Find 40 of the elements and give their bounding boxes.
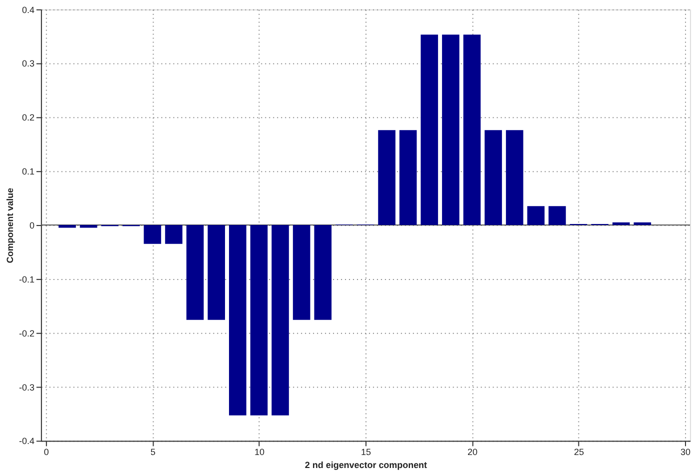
bar xyxy=(144,225,162,244)
bar xyxy=(527,206,545,226)
x-tick-label: 5 xyxy=(150,447,156,458)
y-tick-label: 0.2 xyxy=(22,112,34,123)
bar xyxy=(612,222,630,226)
y-axis-title: Component value xyxy=(4,188,15,264)
bar xyxy=(272,225,289,416)
y-tick-label: 0.3 xyxy=(22,58,34,69)
bar xyxy=(463,34,481,226)
x-axis-title: 2 nd eigenvector component xyxy=(304,460,428,470)
y-tick-label: -0.2 xyxy=(18,328,34,338)
bar xyxy=(484,130,502,226)
y-tick-label: -0.3 xyxy=(18,382,34,392)
x-tick-label: 15 xyxy=(360,447,371,458)
bar xyxy=(58,225,76,228)
bar xyxy=(292,225,310,320)
bar xyxy=(378,130,396,226)
bar xyxy=(186,225,204,320)
y-tick-label: 0.4 xyxy=(22,4,34,15)
bar xyxy=(80,225,98,228)
y-tick-label: -0.1 xyxy=(18,274,34,284)
bar xyxy=(314,225,332,320)
bar xyxy=(399,130,417,226)
x-tick-label: 0 xyxy=(44,447,49,458)
y-tick-label: 0.1 xyxy=(22,166,34,177)
bar xyxy=(420,34,438,226)
y-tick-label: -0.4 xyxy=(18,436,34,446)
x-tick-label: 30 xyxy=(680,447,691,458)
bar xyxy=(634,222,652,226)
bar xyxy=(208,225,226,320)
bar xyxy=(250,225,268,416)
bar xyxy=(548,206,566,226)
x-tick-label: 25 xyxy=(574,447,584,458)
bar xyxy=(442,34,460,226)
x-tick-label: 20 xyxy=(467,447,478,458)
bar xyxy=(165,225,182,244)
x-tick-label: 10 xyxy=(254,447,264,458)
y-tick-label: 0 xyxy=(29,220,34,231)
bar xyxy=(506,130,524,226)
bar xyxy=(229,225,246,416)
